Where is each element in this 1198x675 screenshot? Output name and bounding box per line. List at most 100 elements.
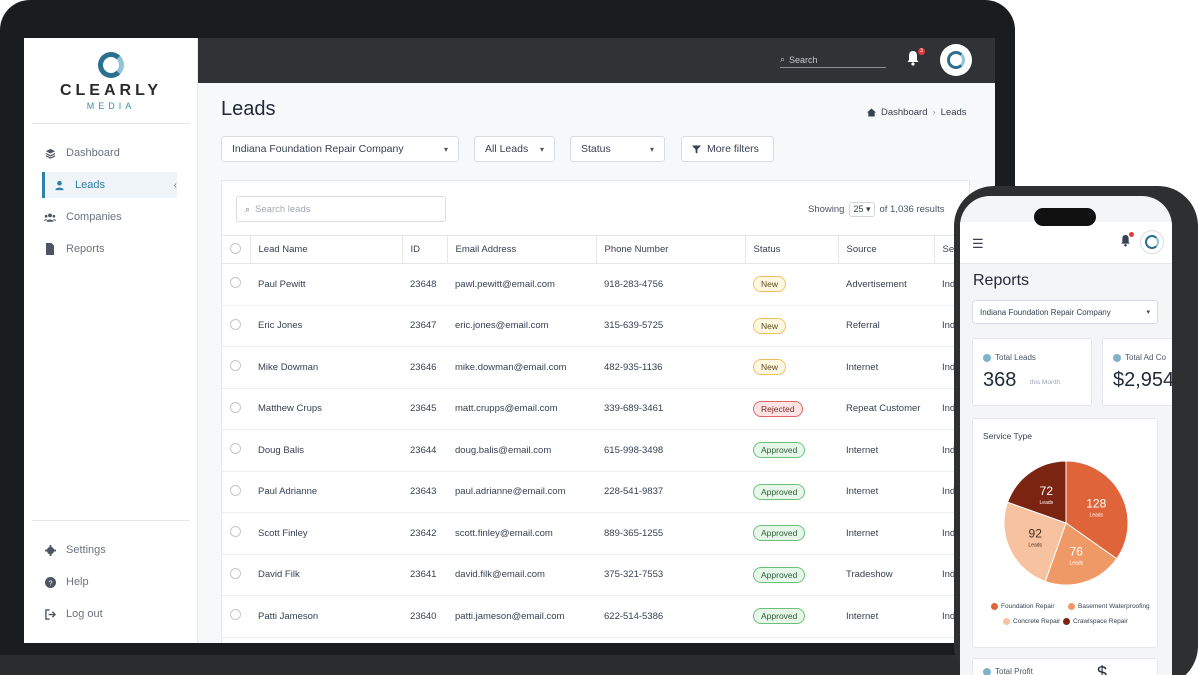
lead-name-cell: Eric Jones	[250, 305, 402, 347]
chevron-down-icon: ▾	[1146, 309, 1150, 316]
company-select[interactable]: Indiana Foundation Repair Company ▾	[221, 136, 459, 162]
table-row[interactable]: Patti Jameson 23640 patti.jameson@email.co…	[222, 595, 982, 638]
page-size-value: 25	[853, 204, 864, 214]
chevron-down-icon: ▾	[649, 144, 654, 154]
sidebar-divider	[32, 123, 190, 124]
users-icon	[44, 211, 56, 223]
column-header-lead-name[interactable]: Lead Name	[250, 235, 403, 264]
row-select-cell	[222, 305, 250, 347]
chevron-down-icon: ▾	[443, 144, 448, 154]
avatar[interactable]	[940, 44, 972, 76]
lead-id-cell: 23648	[402, 263, 447, 306]
page-size-select[interactable]: 25 ▾	[849, 202, 875, 217]
search-input[interactable]: ⌕ Search	[780, 52, 886, 68]
row-checkbox[interactable]	[230, 609, 241, 621]
row-checkbox[interactable]	[230, 443, 241, 455]
row-checkbox[interactable]	[230, 277, 241, 289]
pie-unit-label: Leads	[1089, 512, 1103, 518]
sidebar-item-reports[interactable]: Reports	[44, 236, 179, 262]
lead-phone-cell: 918-283-4756	[596, 263, 745, 306]
lead-status-cell: Approved	[745, 595, 838, 638]
sidebar-item-logout[interactable]: Log out	[44, 601, 179, 627]
lead-status-cell: Approved	[745, 554, 838, 596]
row-checkbox[interactable]	[230, 318, 241, 330]
leads-panel: ⌕ Search leads Showing 25 ▾ of 1,036 res…	[221, 180, 982, 643]
total-profit-label-row: Total Profit	[983, 667, 1033, 675]
mobile-avatar[interactable]	[1140, 230, 1164, 254]
more-filters-label: More filters	[707, 143, 759, 155]
results-count: of 1,036 results	[879, 204, 945, 215]
status-badge: Rejected	[753, 400, 803, 417]
brand-sub: MEDIA	[86, 101, 136, 111]
lead-email-cell: scott.finley@email.com	[447, 512, 596, 555]
lead-email-cell: david.filk@email.com	[447, 554, 596, 596]
row-select-cell	[222, 346, 250, 389]
select-all-cell	[222, 235, 251, 264]
lead-id-cell: 23641	[402, 554, 447, 596]
leads-filter-select[interactable]: All Leads ▾	[474, 136, 555, 162]
leads-filter-value: All Leads	[485, 143, 529, 155]
company-select-value: Indiana Foundation Repair Company	[232, 143, 404, 155]
total-ad-label: Total Ad Co	[1125, 353, 1166, 362]
notifications-button[interactable]: 3	[906, 48, 925, 68]
top-bar: ⌕ Search 3	[198, 38, 995, 83]
status-filter-select[interactable]: Status ▾	[570, 136, 665, 162]
sidebar-item-help[interactable]: ? Help	[44, 569, 179, 595]
sidebar-item-label: Log out	[66, 608, 103, 620]
row-checkbox[interactable]	[230, 401, 241, 413]
legend-label: Foundation Repair	[1001, 603, 1055, 610]
more-filters-button[interactable]: More filters	[681, 136, 774, 162]
lead-source-cell: Internet	[838, 512, 934, 555]
row-checkbox[interactable]	[230, 526, 241, 538]
table-row[interactable]: Scott Finley 23642 scott.finley@email.com 8…	[222, 512, 982, 555]
leads-search-input[interactable]: ⌕ Search leads	[236, 196, 446, 222]
select-all-checkbox[interactable]	[230, 242, 241, 254]
pie-slice-foundation-repair[interactable]	[1065, 460, 1129, 560]
sidebar-item-dashboard[interactable]: Dashboard	[44, 140, 179, 166]
pie-slice-crawlspace-repair[interactable]	[1006, 460, 1067, 524]
row-checkbox[interactable]	[230, 484, 241, 496]
brand-logo[interactable]: CLEARLY MEDIA	[24, 52, 198, 111]
table-row[interactable]: Paul Pewitt 23648 pawl.pewitt@email.com 918…	[222, 263, 982, 306]
column-header-source[interactable]: Source	[838, 235, 935, 264]
column-header-phone[interactable]: Phone Number	[596, 235, 746, 264]
legend-dot	[1003, 618, 1010, 625]
table-row[interactable]: Matthew Crups 23645 matt.crupps@email.com 3…	[222, 388, 982, 430]
lead-phone-cell: 889-365-1255	[596, 512, 745, 555]
table-row[interactable]: Paul Adrianne 23643 paul.adrianne@email.co…	[222, 471, 982, 513]
table-row[interactable]: Doug Balis 23644 doug.balis@email.com 615-9…	[222, 429, 982, 472]
lead-name-cell: David Filk	[250, 554, 402, 596]
breadcrumb-separator: ›	[932, 107, 936, 118]
gear-icon	[44, 544, 56, 556]
mobile-notifications-button[interactable]	[1120, 232, 1134, 248]
row-select-cell	[222, 388, 250, 430]
sidebar-item-settings[interactable]: Settings	[44, 537, 179, 563]
pie-slice-basement-waterproofing[interactable]	[1044, 522, 1118, 586]
column-header-status[interactable]: Status	[745, 235, 839, 264]
sidebar-item-leads[interactable]: Leads ‹	[42, 172, 177, 198]
table-row[interactable]: David Filk 23641 david.filk@email.com 375-3…	[222, 554, 982, 596]
lead-source-cell: Internet	[838, 346, 934, 389]
row-checkbox[interactable]	[230, 567, 241, 579]
lead-email-cell: pawl.pewitt@email.com	[447, 263, 596, 306]
table-row[interactable]: Eric Jones 23647 eric.jones@email.com 315-6…	[222, 305, 982, 347]
breadcrumb-leads: Leads	[940, 107, 967, 118]
column-header-email[interactable]: Email Address	[447, 235, 597, 264]
pie-slice-concrete-repair[interactable]	[1003, 501, 1067, 583]
laptop-screen: CLEARLY MEDIA Dashboard Leads ‹	[24, 38, 995, 643]
lead-email-cell: matt.crupps@email.com	[447, 388, 596, 430]
column-header-id[interactable]: ID	[402, 235, 448, 264]
row-checkbox[interactable]	[230, 360, 241, 372]
laptop-base	[0, 655, 1015, 675]
total-profit-card: Total Profit $	[972, 658, 1158, 675]
lead-phone-cell: 228-541-9837	[596, 471, 745, 513]
breadcrumb-dashboard[interactable]: Dashboard	[881, 107, 928, 118]
menu-icon[interactable]: ☰	[972, 236, 984, 251]
lead-source-cell: Internet	[838, 471, 934, 513]
status-badge: Approved	[753, 442, 806, 459]
sidebar-item-companies[interactable]: Companies	[44, 204, 179, 230]
lead-status-cell: Rejected	[745, 388, 838, 430]
table-row[interactable]: Mike Dowman 23646 mike.dowman@email.com 482…	[222, 346, 982, 389]
showing-label: Showing	[808, 204, 845, 215]
mobile-company-select[interactable]: Indiana Foundation Repair Company ▾	[972, 300, 1158, 324]
